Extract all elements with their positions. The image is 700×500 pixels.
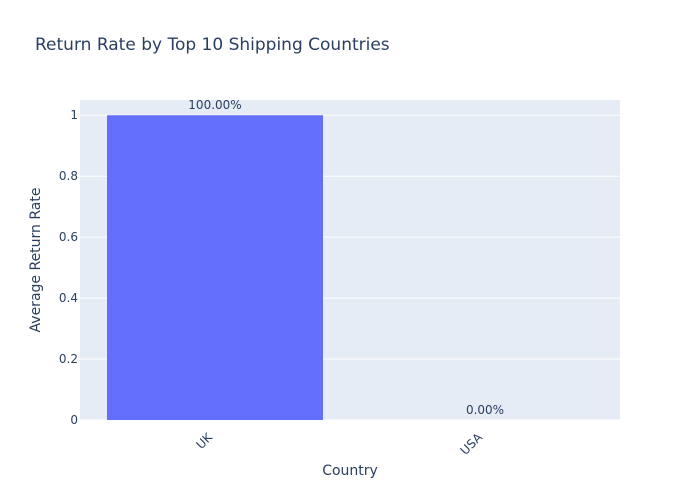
chart-title: Return Rate by Top 10 Shipping Countries: [35, 35, 390, 55]
bar-uk[interactable]: [107, 115, 323, 420]
y-tick-label: 0: [70, 413, 78, 427]
x-tick-label-usa: USA: [458, 430, 486, 458]
bars: [107, 115, 323, 420]
x-axis-title: Country: [322, 463, 378, 479]
y-tick-label: 0.2: [59, 352, 78, 366]
y-tick-label: 0.8: [59, 169, 78, 183]
y-axis-title: Average Return Rate: [28, 188, 44, 333]
y-tick-label: 0.4: [59, 291, 78, 305]
data-label-usa: 0.00%: [466, 403, 504, 417]
y-tick-label: 1: [70, 108, 78, 122]
x-axis-ticks: UK USA: [193, 429, 485, 457]
y-tick-label: 0.6: [59, 230, 78, 244]
x-tick-label-uk: UK: [193, 429, 215, 451]
data-labels: 100.00% 0.00%: [188, 98, 504, 417]
y-axis-ticks: 0 0.2 0.4 0.6 0.8 1: [59, 108, 78, 427]
data-label-uk: 100.00%: [188, 98, 241, 112]
